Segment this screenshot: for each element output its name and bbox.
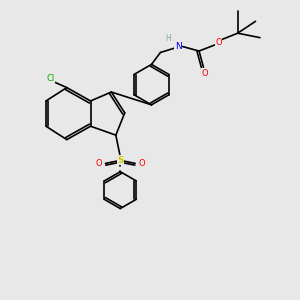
Text: O: O <box>215 38 222 46</box>
Text: N: N <box>175 42 181 51</box>
Text: Cl: Cl <box>46 74 55 83</box>
Text: H: H <box>165 34 171 43</box>
Text: O: O <box>202 69 208 78</box>
Text: O: O <box>96 159 102 168</box>
Text: S: S <box>117 156 124 165</box>
Text: O: O <box>138 159 145 168</box>
